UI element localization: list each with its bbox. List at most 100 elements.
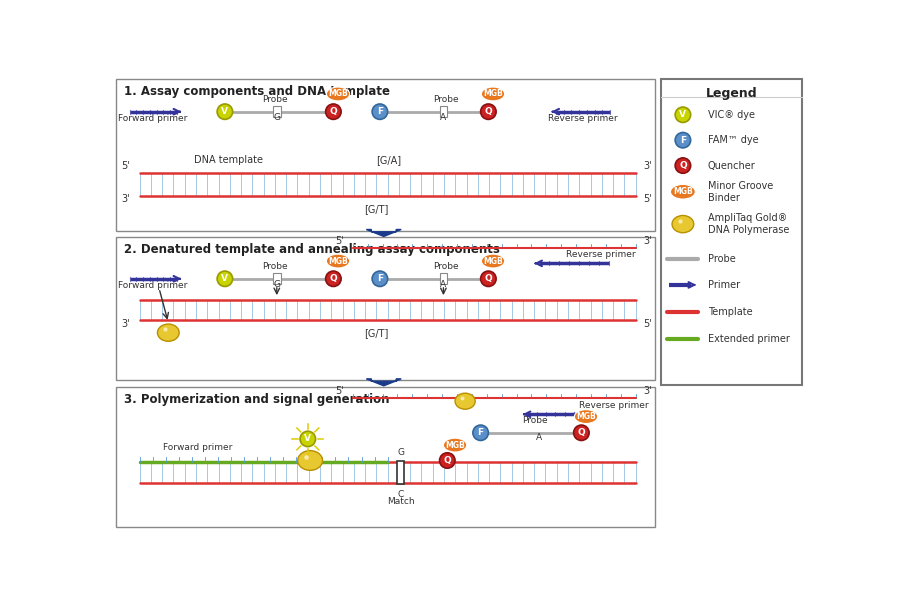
Text: C: C bbox=[398, 490, 404, 498]
Bar bbox=[439, 106, 447, 117]
Text: Match: Match bbox=[387, 497, 415, 506]
Text: F: F bbox=[377, 274, 382, 283]
Text: V: V bbox=[304, 435, 311, 444]
FancyBboxPatch shape bbox=[116, 237, 655, 380]
Circle shape bbox=[675, 107, 690, 122]
Ellipse shape bbox=[672, 216, 694, 233]
FancyArrow shape bbox=[366, 229, 401, 236]
Text: MGB: MGB bbox=[328, 257, 348, 266]
Text: F: F bbox=[680, 136, 686, 144]
Text: [G/A]: [G/A] bbox=[376, 155, 401, 165]
Ellipse shape bbox=[670, 184, 696, 199]
Text: 3': 3' bbox=[644, 236, 652, 246]
Ellipse shape bbox=[327, 87, 349, 101]
Text: [G/T]: [G/T] bbox=[364, 204, 388, 214]
Text: A: A bbox=[440, 113, 446, 122]
Text: 3': 3' bbox=[644, 386, 652, 396]
Circle shape bbox=[481, 104, 496, 119]
Text: MGB: MGB bbox=[328, 90, 348, 99]
Text: Reverse primer: Reverse primer bbox=[566, 250, 635, 259]
Bar bbox=[439, 273, 447, 284]
Ellipse shape bbox=[298, 451, 322, 470]
Text: Q: Q bbox=[484, 274, 492, 283]
Text: MGB: MGB bbox=[483, 90, 503, 99]
Circle shape bbox=[439, 453, 455, 468]
Circle shape bbox=[372, 271, 388, 287]
Text: G: G bbox=[397, 448, 404, 457]
Text: 3. Polymerization and signal generation: 3. Polymerization and signal generation bbox=[124, 393, 390, 406]
FancyBboxPatch shape bbox=[116, 387, 655, 528]
Text: F: F bbox=[377, 107, 382, 116]
Circle shape bbox=[300, 431, 316, 447]
Ellipse shape bbox=[158, 324, 179, 341]
Text: Primer: Primer bbox=[707, 280, 740, 290]
Circle shape bbox=[326, 271, 341, 287]
Text: Q: Q bbox=[578, 428, 585, 437]
Text: Probe: Probe bbox=[433, 261, 459, 271]
Text: 3': 3' bbox=[122, 319, 130, 328]
Text: F: F bbox=[478, 428, 483, 437]
Text: Probe: Probe bbox=[433, 95, 459, 104]
Text: Q: Q bbox=[329, 107, 338, 116]
Text: A: A bbox=[536, 433, 542, 442]
Text: DNA template: DNA template bbox=[194, 155, 263, 165]
Text: G: G bbox=[274, 113, 280, 122]
Text: Probe: Probe bbox=[707, 254, 735, 264]
Text: Forward primer: Forward primer bbox=[118, 281, 187, 290]
Text: 2. Denatured template and annealing assay components: 2. Denatured template and annealing assa… bbox=[124, 244, 500, 256]
Circle shape bbox=[372, 104, 388, 119]
Text: G: G bbox=[274, 280, 280, 289]
Text: Extended primer: Extended primer bbox=[707, 334, 789, 344]
Text: MGB: MGB bbox=[446, 441, 465, 450]
Text: 1. Assay components and DNA template: 1. Assay components and DNA template bbox=[124, 85, 390, 99]
Text: Q: Q bbox=[679, 161, 687, 170]
Text: A: A bbox=[440, 280, 446, 289]
Text: MGB: MGB bbox=[483, 257, 503, 266]
FancyBboxPatch shape bbox=[662, 79, 802, 385]
FancyBboxPatch shape bbox=[116, 79, 655, 231]
Text: 5': 5' bbox=[335, 386, 344, 396]
Text: V: V bbox=[221, 107, 229, 116]
Text: 5': 5' bbox=[644, 319, 652, 328]
Text: 3': 3' bbox=[644, 161, 652, 171]
Text: Q: Q bbox=[329, 274, 338, 283]
Circle shape bbox=[217, 271, 232, 287]
Text: 5': 5' bbox=[335, 236, 344, 246]
Text: 5': 5' bbox=[122, 161, 130, 171]
Text: Q: Q bbox=[444, 456, 451, 465]
Text: MGB: MGB bbox=[673, 187, 693, 196]
Ellipse shape bbox=[444, 438, 467, 452]
Circle shape bbox=[675, 133, 690, 148]
Bar bbox=[397, 461, 404, 484]
Text: Probe: Probe bbox=[522, 416, 548, 424]
Ellipse shape bbox=[327, 254, 349, 268]
Bar bbox=[273, 106, 281, 117]
Ellipse shape bbox=[482, 87, 505, 101]
Text: V: V bbox=[221, 274, 229, 283]
Bar bbox=[273, 273, 281, 284]
Text: Reverse primer: Reverse primer bbox=[548, 114, 617, 123]
Text: 3': 3' bbox=[122, 194, 130, 204]
Text: Forward primer: Forward primer bbox=[163, 444, 232, 453]
Text: V: V bbox=[680, 110, 687, 119]
Ellipse shape bbox=[482, 254, 505, 268]
Text: [G/T]: [G/T] bbox=[364, 328, 388, 338]
Text: Template: Template bbox=[707, 307, 752, 317]
Circle shape bbox=[573, 425, 590, 441]
Text: Q: Q bbox=[484, 107, 492, 116]
Ellipse shape bbox=[574, 410, 598, 423]
Text: Legend: Legend bbox=[706, 87, 758, 100]
Text: 5': 5' bbox=[644, 194, 652, 204]
Text: FAM™ dye: FAM™ dye bbox=[707, 135, 759, 145]
Text: Minor Groove
Binder: Minor Groove Binder bbox=[707, 180, 773, 203]
Text: Forward primer: Forward primer bbox=[118, 114, 187, 123]
Text: VIC® dye: VIC® dye bbox=[707, 110, 755, 120]
Circle shape bbox=[472, 425, 489, 441]
Text: Reverse primer: Reverse primer bbox=[579, 401, 649, 410]
FancyArrow shape bbox=[366, 379, 401, 386]
Text: Probe: Probe bbox=[263, 95, 288, 104]
Circle shape bbox=[675, 158, 690, 173]
Text: Quencher: Quencher bbox=[707, 161, 755, 171]
Circle shape bbox=[326, 104, 341, 119]
Text: AmpliTaq Gold®
DNA Polymerase: AmpliTaq Gold® DNA Polymerase bbox=[707, 213, 789, 235]
